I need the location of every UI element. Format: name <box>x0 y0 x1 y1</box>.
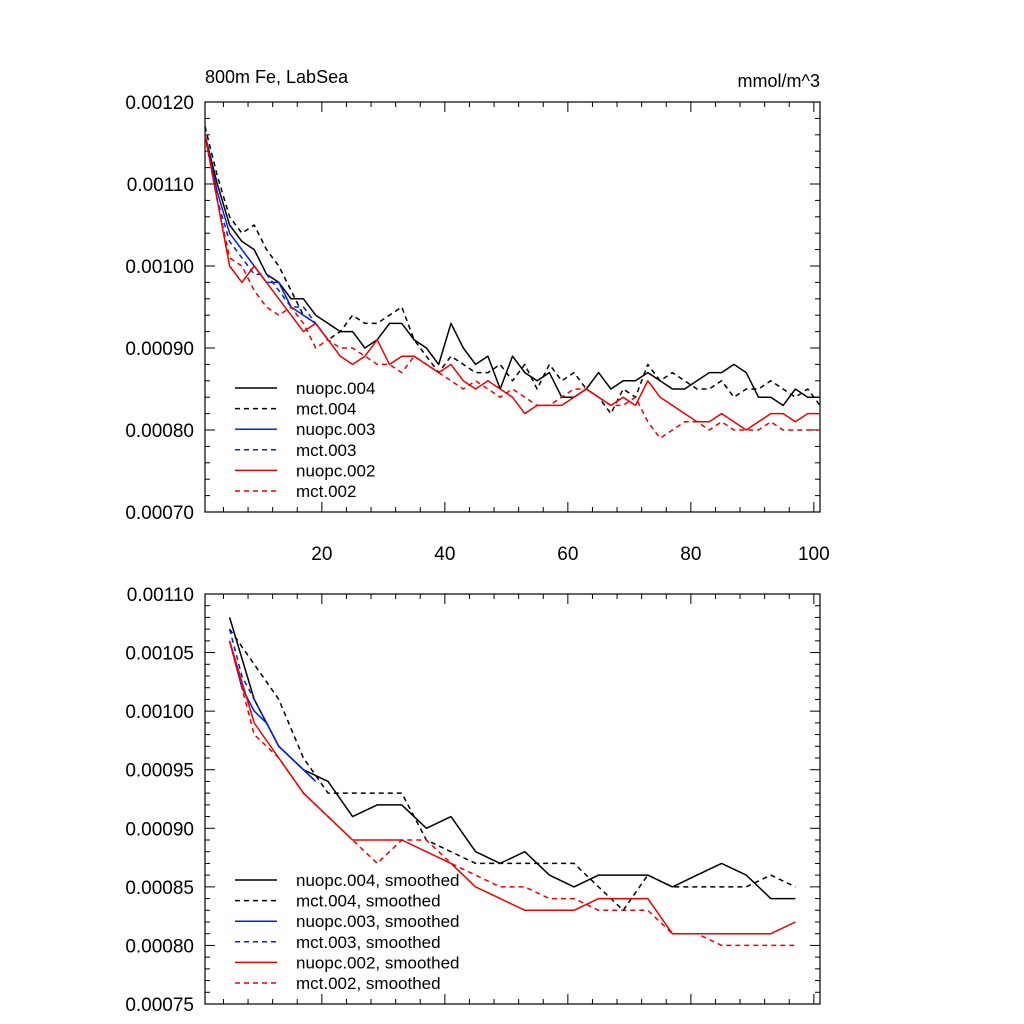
series-line-nuopc-003-smoothed <box>228 640 317 782</box>
x-tick-label: 80 <box>680 544 701 565</box>
legend-label: mct.003, smoothed <box>296 933 441 952</box>
top-chart-panel: 800m Fe, LabSea mmol/m^3 0.000700.000800… <box>125 67 829 565</box>
x-tick-label: 60 <box>557 544 578 565</box>
top-chart-series <box>204 126 821 439</box>
top-chart-axes: 0.00070 0.00080 0.00090 0.00100 0.00110 0.001… <box>125 93 829 565</box>
legend-label: mct.002, smoothed <box>296 974 441 993</box>
legend-label: mct.002 <box>296 482 356 501</box>
legend-label: mct.003 <box>296 441 356 460</box>
legend-label: nuopc.002, smoothed <box>296 953 460 972</box>
legend-label: mct.004 <box>296 400 356 419</box>
bottom-chart-axes: 0.00075 0.00080 0.00085 0.00090 0.00095 0.001… <box>125 585 820 1016</box>
top-chart-title: 800m Fe, LabSea <box>205 67 349 87</box>
legend-label: mct.004, smoothed <box>296 892 441 911</box>
top-plot-frame <box>204 101 821 513</box>
y-tick-label: 0.00100 <box>125 257 194 278</box>
series-line-mct-003 <box>204 134 329 341</box>
y-tick-label: 0.00110 <box>127 175 194 196</box>
y-tick-label: 0.00080 <box>125 936 194 957</box>
legend-label: nuopc.004 <box>296 379 375 398</box>
legend-label: nuopc.003, smoothed <box>296 912 460 931</box>
y-tick-label: 0.00110 <box>127 585 194 606</box>
y-tick-label: 0.00095 <box>125 761 194 782</box>
legend-label: nuopc.003 <box>296 420 375 439</box>
series-line-nuopc-004 <box>204 134 820 407</box>
series-line-mct-002-smoothed <box>228 640 796 947</box>
y-tick-label: 0.00100 <box>125 702 194 723</box>
x-tick-label: 40 <box>434 544 455 565</box>
y-tick-label: 0.00075 <box>125 995 194 1016</box>
legend-label: nuopc.002 <box>296 461 375 480</box>
series-line-nuopc-003 <box>204 134 329 341</box>
series-line-mct-002 <box>204 134 820 439</box>
top-chart-units: mmol/m^3 <box>738 71 820 91</box>
x-tick-label: 100 <box>798 544 830 565</box>
series-line-mct-004 <box>204 126 821 415</box>
y-tick-label: 0.00090 <box>125 339 194 360</box>
bottom-plot-frame <box>204 593 821 1005</box>
y-tick-label: 0.00085 <box>125 878 194 899</box>
series-line-nuopc-002 <box>204 134 820 431</box>
bottom-chart-panel: 0.00075 0.00080 0.00085 0.00090 0.00095 0.001… <box>125 585 821 1016</box>
series-line-mct-003-smoothed <box>228 628 317 782</box>
y-tick-label: 0.00120 <box>125 93 194 114</box>
bottom-chart-series <box>228 617 796 947</box>
y-tick-label: 0.00090 <box>125 819 194 840</box>
x-tick-label: 20 <box>311 544 332 565</box>
y-tick-label: 0.00105 <box>125 644 194 665</box>
series-line-nuopc-004-smoothed <box>228 617 796 900</box>
y-tick-label: 0.00080 <box>125 421 194 442</box>
legend-label: nuopc.004, smoothed <box>296 871 460 890</box>
y-tick-label: 0.00070 <box>125 503 194 524</box>
